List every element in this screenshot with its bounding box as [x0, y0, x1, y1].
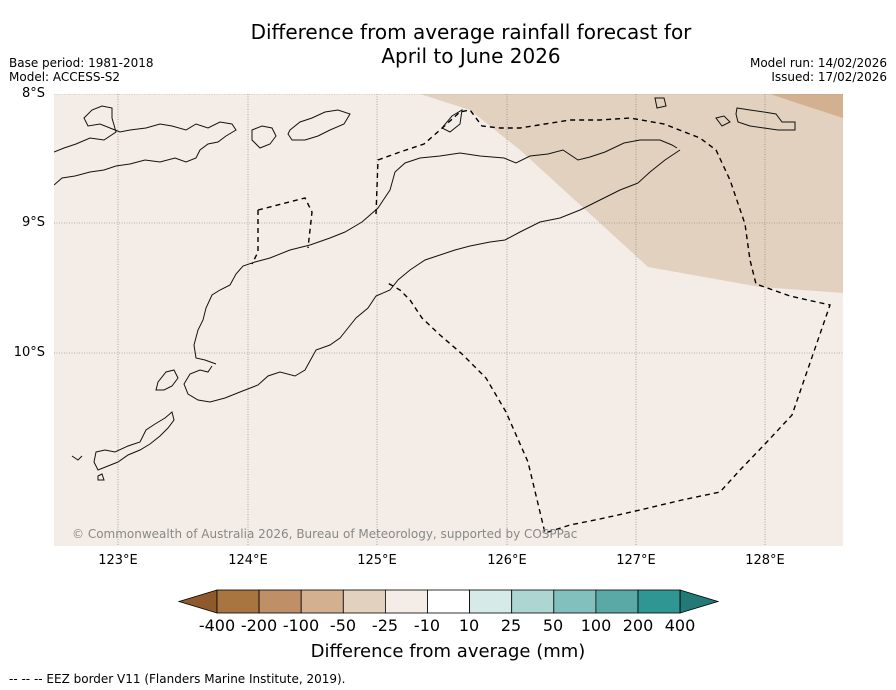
cb-tick-label: -25 [371, 616, 399, 635]
eez-border-north [375, 109, 831, 534]
cb-tick-label: 200 [622, 616, 654, 635]
cb-tick-label: -50 [329, 616, 357, 635]
cb-tick-label: 10 [458, 616, 480, 635]
colorbar-segment [469, 589, 513, 614]
colorbar-extend-high [679, 589, 720, 614]
eez-border-oecusse [251, 197, 313, 265]
lat-label-10s: 10°S [13, 345, 45, 360]
cb-tick-label: 50 [542, 616, 564, 635]
copyright-text: © Commonwealth of Australia 2026, Bureau… [72, 527, 578, 541]
lon-label-127e: 127°E [616, 553, 656, 568]
timor-south-coast [183, 149, 681, 403]
cb-tick-label: 100 [580, 616, 612, 635]
colorbar-segment [595, 589, 639, 614]
colorbar-segment [637, 589, 681, 614]
issued-date: Issued: 17/02/2026 [771, 70, 887, 84]
colorbar-segment [384, 589, 428, 614]
lon-label-124e: 124°E [228, 553, 268, 568]
drier-anomaly-zone [770, 94, 843, 118]
colorbar-segment [553, 589, 597, 614]
semau-island [155, 369, 179, 391]
small-islet-1 [97, 473, 105, 481]
cb-tick-label: 25 [500, 616, 522, 635]
meta-left: Base period: 1981-2018 Model: ACCESS-S2 [9, 56, 154, 84]
colorbar-segment [427, 589, 470, 614]
colorbar-segment [511, 589, 555, 614]
rote-island [71, 411, 175, 471]
atauro-island [441, 109, 463, 133]
gridlines [54, 94, 843, 546]
pantar-island [251, 125, 277, 149]
cb-tick-label: 400 [664, 616, 696, 635]
small-islet-3 [715, 115, 731, 127]
lon-label-123e: 123°E [98, 553, 138, 568]
wetar-island [735, 107, 796, 131]
cb-tick-label: -100 [282, 616, 320, 635]
cb-tick-label: -10 [413, 616, 441, 635]
cb-tick-label: -200 [240, 616, 278, 635]
eez-legend-note: -- -- -- EEZ border V11 (Flanders Marine… [9, 672, 346, 686]
colorbar [177, 589, 720, 614]
model-name: Model: ACCESS-S2 [9, 70, 121, 84]
colorbar-extend-low [177, 589, 218, 614]
title-line-1: Difference from average rainfall forecas… [250, 20, 692, 44]
lat-label-8s: 8°S [21, 86, 45, 101]
colorbar-segment [258, 589, 302, 614]
small-islet-2 [654, 97, 667, 109]
dry-anomaly-zone [420, 94, 843, 293]
colorbar-segment [300, 589, 344, 614]
lat-label-9s: 9°S [21, 215, 45, 230]
cb-tick-label: -400 [198, 616, 236, 635]
flores-coast [54, 105, 237, 186]
title-line-2: April to June 2026 [381, 44, 561, 68]
coastlines [54, 97, 796, 481]
model-run: Model run: 14/02/2026 [749, 56, 887, 70]
base-period: Base period: 1981-2018 [9, 56, 154, 70]
lon-label-128e: 128°E [745, 553, 785, 568]
eez-borders [251, 109, 831, 534]
alor-island [287, 109, 351, 141]
colorbar-segment [216, 589, 260, 614]
lon-label-126e: 126°E [487, 553, 527, 568]
meta-right: Model run: 14/02/2026 Issued: 17/02/2026 [750, 56, 887, 84]
timor-north-coast [193, 139, 678, 365]
lon-label-125e: 125°E [357, 553, 397, 568]
colorbar-segment [342, 589, 386, 614]
map-title: Difference from average rainfall forecas… [0, 20, 896, 68]
colorbar-title: Difference from average (mm) [310, 641, 586, 662]
